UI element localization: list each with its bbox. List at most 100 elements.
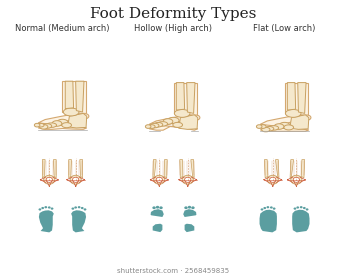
Circle shape	[44, 175, 55, 184]
Polygon shape	[290, 115, 309, 129]
Circle shape	[74, 206, 77, 209]
Ellipse shape	[37, 123, 44, 127]
Polygon shape	[42, 160, 45, 178]
Ellipse shape	[285, 109, 301, 117]
Ellipse shape	[43, 124, 52, 128]
Circle shape	[266, 206, 269, 208]
Circle shape	[70, 175, 81, 184]
Ellipse shape	[174, 109, 190, 117]
Text: Flat (Low arch): Flat (Low arch)	[253, 24, 316, 33]
Circle shape	[159, 206, 163, 209]
Polygon shape	[38, 114, 87, 129]
Ellipse shape	[256, 125, 262, 128]
Polygon shape	[276, 160, 279, 178]
Circle shape	[188, 206, 191, 209]
Circle shape	[291, 175, 302, 184]
Circle shape	[300, 206, 303, 208]
Text: Normal (Medium arch): Normal (Medium arch)	[15, 24, 110, 33]
Polygon shape	[298, 83, 306, 113]
Circle shape	[306, 208, 308, 211]
Circle shape	[273, 207, 276, 210]
Ellipse shape	[40, 125, 48, 129]
Circle shape	[191, 206, 195, 209]
Polygon shape	[153, 224, 162, 232]
Circle shape	[73, 177, 79, 182]
Polygon shape	[292, 210, 310, 232]
Circle shape	[156, 206, 159, 209]
Circle shape	[270, 177, 276, 182]
Polygon shape	[183, 209, 196, 217]
Text: shutterstock.com · 2568459835: shutterstock.com · 2568459835	[117, 269, 230, 274]
Text: Hollow (High arch): Hollow (High arch)	[135, 24, 212, 33]
Polygon shape	[68, 113, 87, 128]
Circle shape	[263, 207, 266, 209]
Polygon shape	[80, 160, 83, 178]
Polygon shape	[76, 81, 84, 112]
Polygon shape	[176, 83, 185, 110]
Ellipse shape	[303, 115, 311, 120]
Polygon shape	[180, 160, 183, 178]
Polygon shape	[62, 81, 86, 113]
Ellipse shape	[154, 122, 163, 127]
Circle shape	[293, 177, 299, 182]
Circle shape	[303, 207, 306, 209]
Ellipse shape	[52, 121, 62, 126]
Polygon shape	[290, 160, 294, 178]
Polygon shape	[39, 210, 54, 232]
Polygon shape	[187, 83, 195, 113]
Circle shape	[51, 207, 53, 210]
Polygon shape	[191, 160, 194, 178]
Ellipse shape	[268, 126, 279, 130]
Polygon shape	[285, 83, 308, 115]
Circle shape	[154, 175, 165, 184]
Polygon shape	[179, 115, 198, 129]
Polygon shape	[260, 115, 309, 131]
Polygon shape	[260, 210, 277, 232]
Ellipse shape	[157, 122, 168, 126]
Ellipse shape	[34, 123, 40, 127]
Ellipse shape	[81, 114, 89, 119]
Polygon shape	[185, 224, 194, 232]
Circle shape	[81, 207, 84, 209]
Circle shape	[78, 206, 81, 208]
Ellipse shape	[63, 108, 79, 116]
Circle shape	[156, 177, 162, 182]
Polygon shape	[53, 160, 56, 178]
Circle shape	[84, 208, 86, 211]
Circle shape	[185, 177, 191, 182]
Polygon shape	[69, 160, 71, 178]
Polygon shape	[174, 83, 197, 115]
Circle shape	[261, 208, 263, 211]
Ellipse shape	[163, 119, 173, 124]
Ellipse shape	[274, 124, 284, 129]
Polygon shape	[151, 209, 164, 217]
Circle shape	[296, 206, 299, 209]
Ellipse shape	[57, 119, 68, 125]
Polygon shape	[71, 210, 86, 232]
Ellipse shape	[265, 127, 274, 131]
Circle shape	[270, 206, 273, 209]
Circle shape	[48, 206, 51, 209]
Circle shape	[294, 207, 296, 210]
Ellipse shape	[284, 125, 294, 130]
Polygon shape	[301, 160, 305, 178]
Polygon shape	[149, 115, 198, 130]
Ellipse shape	[262, 127, 270, 132]
Polygon shape	[153, 160, 156, 178]
Circle shape	[39, 208, 41, 211]
Ellipse shape	[168, 117, 179, 123]
Circle shape	[46, 177, 52, 182]
Circle shape	[152, 206, 156, 209]
Polygon shape	[287, 83, 296, 110]
Circle shape	[182, 175, 193, 184]
Ellipse shape	[151, 123, 159, 128]
Circle shape	[184, 206, 188, 209]
Ellipse shape	[192, 115, 200, 120]
Circle shape	[44, 206, 47, 208]
Ellipse shape	[62, 123, 71, 128]
Circle shape	[267, 175, 278, 184]
Ellipse shape	[145, 125, 151, 128]
Ellipse shape	[148, 125, 155, 128]
Polygon shape	[264, 160, 268, 178]
Ellipse shape	[279, 122, 290, 129]
